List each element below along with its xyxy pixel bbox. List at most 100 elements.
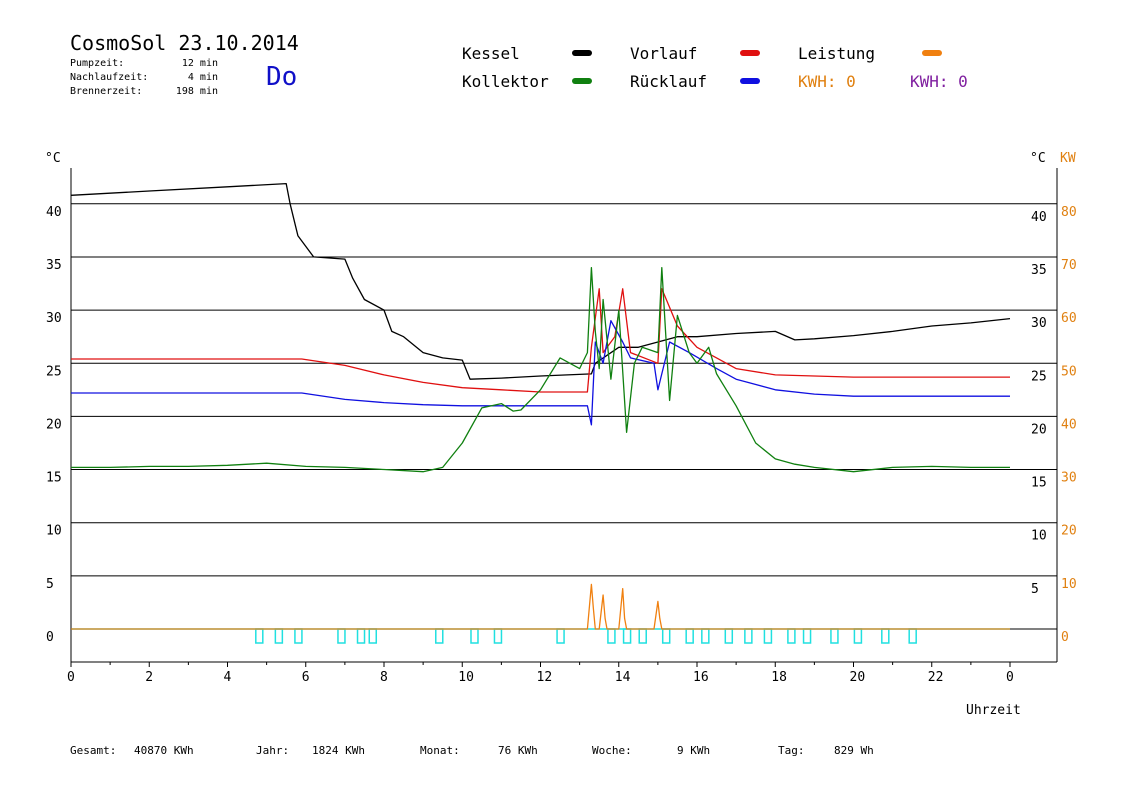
pump-mark: [607, 628, 616, 644]
pump-mark: [724, 628, 734, 644]
y-tick-left: 5: [46, 577, 54, 592]
y-axis-kw-unit: KW: [1060, 151, 1076, 166]
x-tick-label: 12: [537, 670, 553, 685]
y-tick-left: 40: [46, 205, 62, 220]
y-axis-left-unit: °C: [45, 151, 61, 166]
footer-tag-label: Tag:: [778, 744, 805, 757]
x-tick-label: 0: [1006, 670, 1014, 685]
pump-mark: [802, 628, 812, 644]
y-tick-right: 15: [1031, 476, 1047, 491]
pump-mark: [830, 628, 839, 644]
y-tick-left: 20: [46, 417, 62, 432]
legend-kwh-purple: KWH: 0: [910, 72, 968, 91]
footer-jahr-label: Jahr:: [256, 744, 290, 757]
pump-mark: [470, 628, 479, 644]
legend-leistung-label: Leistung: [798, 44, 876, 63]
legend-ruecklauf-label: Rücklauf: [630, 72, 708, 91]
footer-gesamt-value: 40870 KWh: [134, 744, 194, 757]
chart-ticks: 0510152025303540510152025303540010203040…: [46, 205, 1077, 685]
stat-pumpzeit-label: Pumpzeit:: [70, 58, 125, 69]
pump-mark: [661, 628, 671, 644]
y-tick-kw: 40: [1061, 417, 1077, 432]
y-tick-right: 20: [1031, 422, 1047, 437]
stat-nachlaufzeit-label: Nachlaufzeit:: [70, 72, 149, 83]
stat-pumpzeit-value: 12 min: [181, 58, 218, 69]
footer-monat-label: Monat:: [420, 744, 460, 757]
footer-jahr-value: 1824 KWh: [312, 744, 365, 757]
series-line-rücklauf: [71, 320, 1010, 426]
y-tick-left: 35: [46, 258, 62, 273]
pump-mark: [337, 628, 346, 644]
x-tick-label: 8: [380, 670, 388, 685]
x-tick-label: 14: [615, 670, 631, 685]
series-line-leistung: [71, 583, 1010, 630]
stat-brennerzeit-value: 198 min: [175, 86, 218, 97]
y-tick-right: 5: [1031, 582, 1039, 597]
x-tick-label: 10: [458, 670, 474, 685]
pump-mark: [255, 628, 264, 644]
pump-mark: [787, 628, 796, 644]
pump-mark: [435, 628, 444, 644]
legend-vorlauf-swatch: [740, 50, 760, 56]
y-tick-right: 40: [1031, 210, 1047, 225]
footer-monat-value: 76 KWh: [498, 744, 538, 757]
legend-vorlauf-label: Vorlauf: [630, 44, 698, 63]
y-tick-kw: 50: [1061, 364, 1077, 379]
legend-kollektor-swatch: [572, 78, 592, 84]
chart-axes: [70, 168, 1058, 663]
x-tick-label: 16: [693, 670, 709, 685]
pump-mark: [493, 628, 503, 644]
footer-gesamt-label: Gesamt:: [70, 744, 117, 757]
y-tick-kw: 70: [1061, 258, 1077, 273]
y-tick-left: 15: [46, 471, 62, 486]
legend-kessel-swatch: [572, 50, 592, 56]
pump-mark: [638, 628, 647, 644]
y-tick-kw: 60: [1061, 311, 1077, 326]
pump-mark: [744, 628, 753, 644]
y-tick-right: 30: [1031, 316, 1047, 331]
y-tick-kw: 30: [1061, 471, 1077, 486]
pump-mark: [881, 628, 890, 644]
footer-tag-value: 829 Wh: [834, 744, 874, 757]
chart-grid: [71, 203, 1057, 630]
legend-leistung-swatch: [922, 50, 942, 56]
x-tick-label: 4: [224, 670, 232, 685]
pump-mark: [356, 628, 366, 644]
legend-kollektor-label: Kollektor: [462, 72, 549, 91]
series-line-kessel: [70, 182, 1011, 380]
y-tick-kw: 20: [1061, 524, 1077, 539]
y-tick-left: 25: [46, 364, 62, 379]
y-axis-right-unit: °C: [1030, 151, 1046, 166]
pump-mark: [556, 628, 565, 644]
series-line-kollektor: [71, 266, 1010, 473]
pump-mark: [908, 628, 917, 644]
pump-mark: [622, 628, 632, 644]
y-tick-left: 30: [46, 311, 62, 326]
x-tick-label: 2: [145, 670, 153, 685]
pump-mark: [294, 628, 303, 644]
legend-ruecklauf-swatch: [740, 78, 760, 84]
y-tick-left: 10: [46, 524, 62, 539]
stat-nachlaufzeit-value: 4 min: [187, 72, 218, 83]
y-tick-right: 35: [1031, 263, 1047, 278]
y-tick-kw: 80: [1061, 205, 1077, 220]
pump-mark: [685, 628, 694, 644]
pump-mark: [274, 628, 284, 644]
chart-series: [70, 182, 1011, 630]
pump-mark: [763, 628, 773, 644]
weekday-label: Do: [266, 62, 298, 92]
y-tick-kw: 0: [1061, 630, 1069, 645]
y-tick-left: 0: [46, 630, 54, 645]
x-tick-label: 0: [67, 670, 75, 685]
pump-mark: [853, 628, 863, 644]
y-tick-right: 10: [1031, 529, 1047, 544]
pump-marks: [255, 628, 917, 644]
x-tick-label: 6: [302, 670, 310, 685]
chart-title: CosmoSol 23.10.2014: [70, 31, 299, 55]
chart-axis-labels: °C °C KW Uhrzeit: [45, 151, 1076, 718]
x-tick-label: 18: [771, 670, 787, 685]
y-tick-kw: 10: [1061, 577, 1077, 592]
footer-woche-value: 9 KWh: [677, 744, 711, 757]
x-tick-label: 20: [850, 670, 866, 685]
